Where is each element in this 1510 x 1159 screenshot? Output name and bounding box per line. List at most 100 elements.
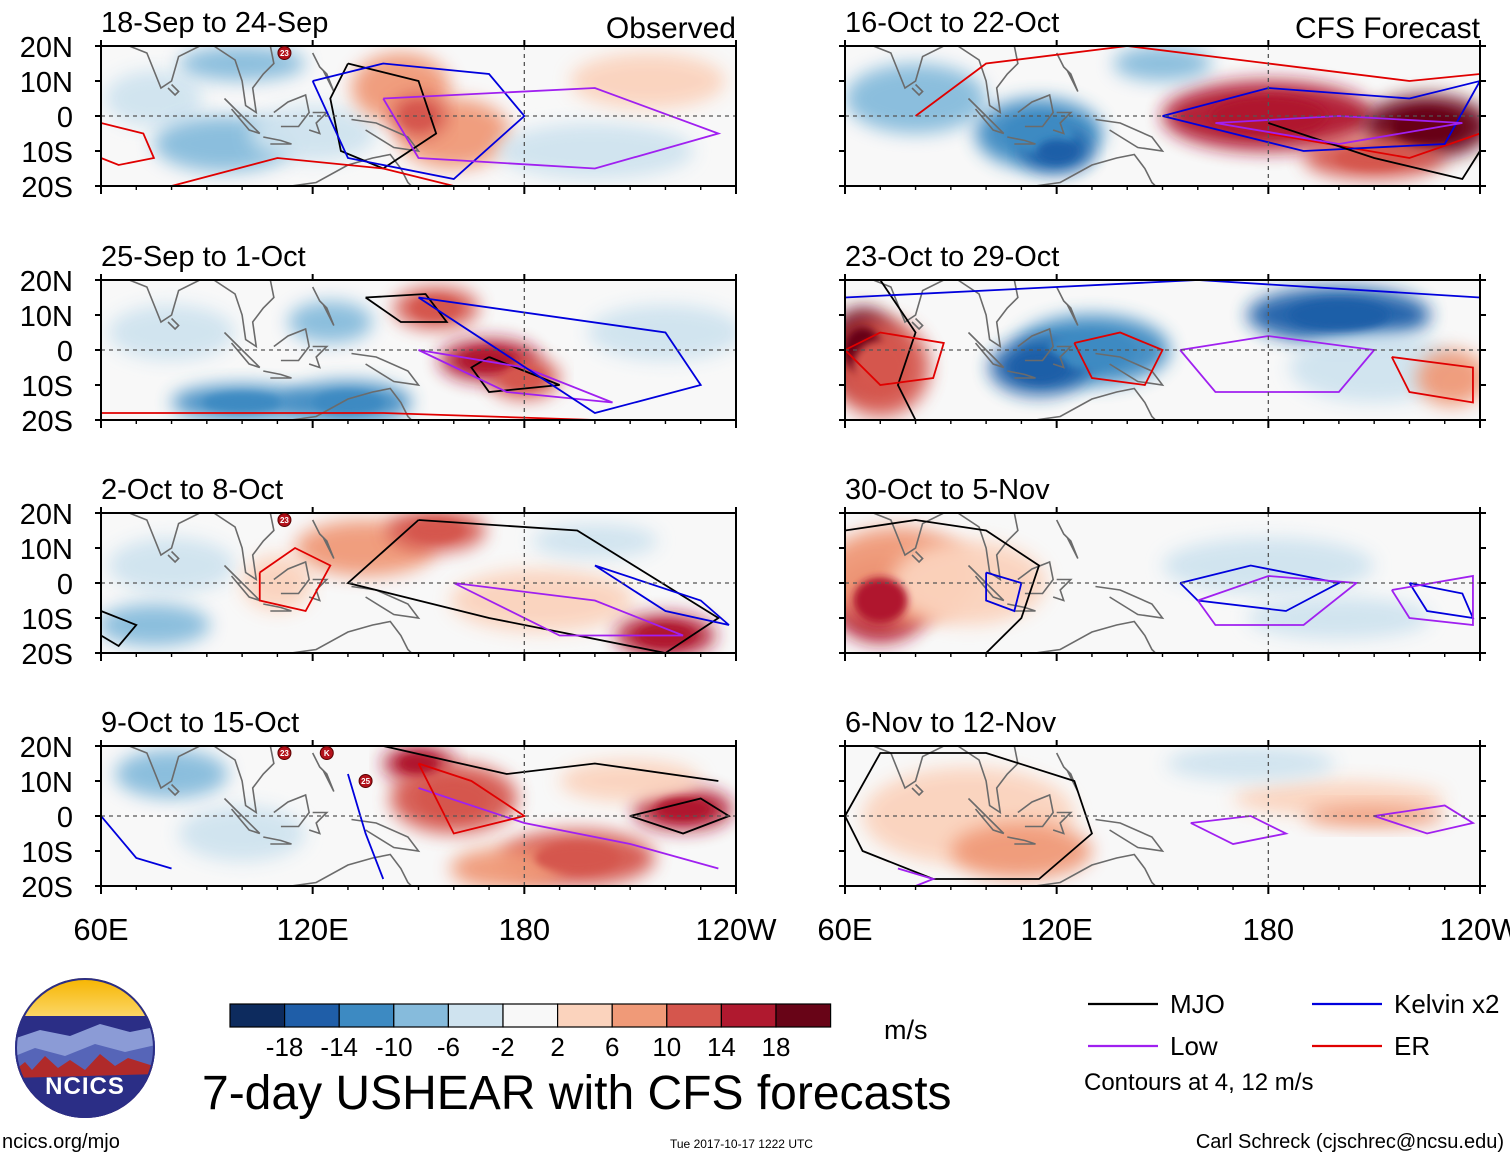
x-tick-label: 180 xyxy=(498,912,550,947)
shear-anomaly xyxy=(559,760,701,802)
x-tick-label: 120W xyxy=(1440,912,1510,947)
contour-er xyxy=(417,762,527,835)
coastline xyxy=(911,83,924,97)
shear-anomaly xyxy=(101,604,211,646)
shear-anomaly xyxy=(1166,746,1336,781)
site-link[interactable]: ncics.org/mjo xyxy=(2,1131,120,1153)
contour-mjo xyxy=(365,293,449,323)
coastline xyxy=(1007,836,1036,845)
contour-kelvin-x2 xyxy=(594,564,730,626)
shear-anomaly xyxy=(108,304,236,361)
coastline xyxy=(1095,585,1165,620)
y-tick-label: 20S xyxy=(21,872,73,904)
coastline xyxy=(1060,29,1064,40)
coastline xyxy=(1055,52,1079,92)
coastline xyxy=(1034,387,1157,420)
coastline xyxy=(1007,370,1036,379)
x-tick-label: 120W xyxy=(696,912,778,947)
shading xyxy=(101,496,730,653)
coastline xyxy=(1007,136,1036,145)
colorbar: -18 -14 -10 -6 -2 2 6 10 14 18 xyxy=(229,1003,832,1062)
panel: 30-Oct to 5-Nov xyxy=(839,474,1486,661)
legend-label: MJO xyxy=(1170,989,1225,1019)
contour-low xyxy=(418,349,613,404)
shear-anomaly xyxy=(1247,597,1431,639)
coastline xyxy=(957,513,1019,582)
coastline xyxy=(311,52,335,92)
shear-core xyxy=(418,779,489,818)
shear-anomaly xyxy=(570,53,726,109)
coastline xyxy=(308,811,329,835)
y-tick-label: 20N xyxy=(20,32,73,64)
logo-text: NCICS xyxy=(45,1073,125,1100)
coastline xyxy=(273,93,310,128)
coastline xyxy=(1052,345,1073,369)
ncics-logo[interactable]: NCICS xyxy=(10,978,160,1118)
contour-kelvin-x2 xyxy=(985,571,1023,613)
y-tick-label: 10S xyxy=(21,371,73,403)
shear-core xyxy=(655,797,711,821)
contour-mjo xyxy=(383,746,719,782)
coastline xyxy=(213,746,275,815)
credit: Carl Schreck (cjschrec@ncsu.edu) xyxy=(1195,1131,1504,1153)
coastline xyxy=(316,496,320,507)
colorbar-swatch xyxy=(502,1003,559,1028)
contour-kelvin-x2 xyxy=(418,296,703,414)
panel: 23-Oct to 29-Oct xyxy=(839,241,1486,428)
storm-label: 23 xyxy=(280,749,289,758)
x-tick-label: 120E xyxy=(1020,912,1092,947)
coastline xyxy=(1017,327,1054,362)
contour-low xyxy=(1190,815,1289,845)
contour-er xyxy=(1391,356,1474,404)
x-tick-label: 60E xyxy=(817,912,872,947)
colorbar-swatch xyxy=(447,1003,504,1028)
x-axes: 60E 120E 180 120W 60E 120E 180 120W xyxy=(73,912,1510,947)
coastline xyxy=(128,746,201,790)
coastline xyxy=(957,746,1019,815)
panel-date-range: 6-Nov to 12-Nov xyxy=(845,707,1057,739)
storm-icon xyxy=(277,746,292,760)
coastline xyxy=(1095,818,1165,853)
y-tick-label: 0 xyxy=(57,802,73,834)
coastline xyxy=(967,331,1005,369)
y-tick-label: 10S xyxy=(21,137,73,169)
coastline xyxy=(911,317,924,331)
contour-kelvin-x2 xyxy=(1179,564,1342,612)
shear-core xyxy=(853,577,908,624)
x-tick-label: 180 xyxy=(1242,912,1294,947)
y-tick-label: 20N xyxy=(20,266,73,298)
y-tick-label: 20S xyxy=(21,639,73,671)
y-tick-label: 0 xyxy=(57,102,73,134)
coastline xyxy=(263,370,292,379)
storm-marker: 23 xyxy=(277,746,292,760)
y-tick-label: 0 xyxy=(57,569,73,601)
contour-low xyxy=(1197,575,1359,626)
shading xyxy=(845,280,1480,420)
storm-marker: 23 xyxy=(277,46,292,60)
coastline xyxy=(872,280,945,324)
coastline xyxy=(316,729,320,740)
storm-label: 23 xyxy=(280,516,289,525)
panel-column-label: Observed xyxy=(606,12,736,45)
coastline xyxy=(263,836,292,845)
contour-mjo xyxy=(845,519,1041,653)
coastline xyxy=(1052,578,1073,602)
shear-anomaly xyxy=(108,537,236,594)
coastline xyxy=(1060,729,1064,740)
contour-low xyxy=(897,867,936,886)
coastline xyxy=(311,519,335,559)
shear-anomaly xyxy=(496,123,694,179)
panel-date-range: 18-Sep to 24-Sep xyxy=(101,7,328,39)
colorbar-tick-label: 6 xyxy=(605,1032,619,1062)
contour-er xyxy=(915,46,1480,117)
contour-low xyxy=(418,787,719,870)
colorbar-tick-label: -14 xyxy=(320,1032,358,1062)
colorbar-tick-label: -2 xyxy=(491,1032,514,1062)
coastline xyxy=(1034,853,1157,886)
coastline xyxy=(167,83,180,97)
coastline xyxy=(128,46,201,90)
y-tick-label: 20N xyxy=(20,732,73,764)
colorbar-swatch xyxy=(775,1003,832,1028)
